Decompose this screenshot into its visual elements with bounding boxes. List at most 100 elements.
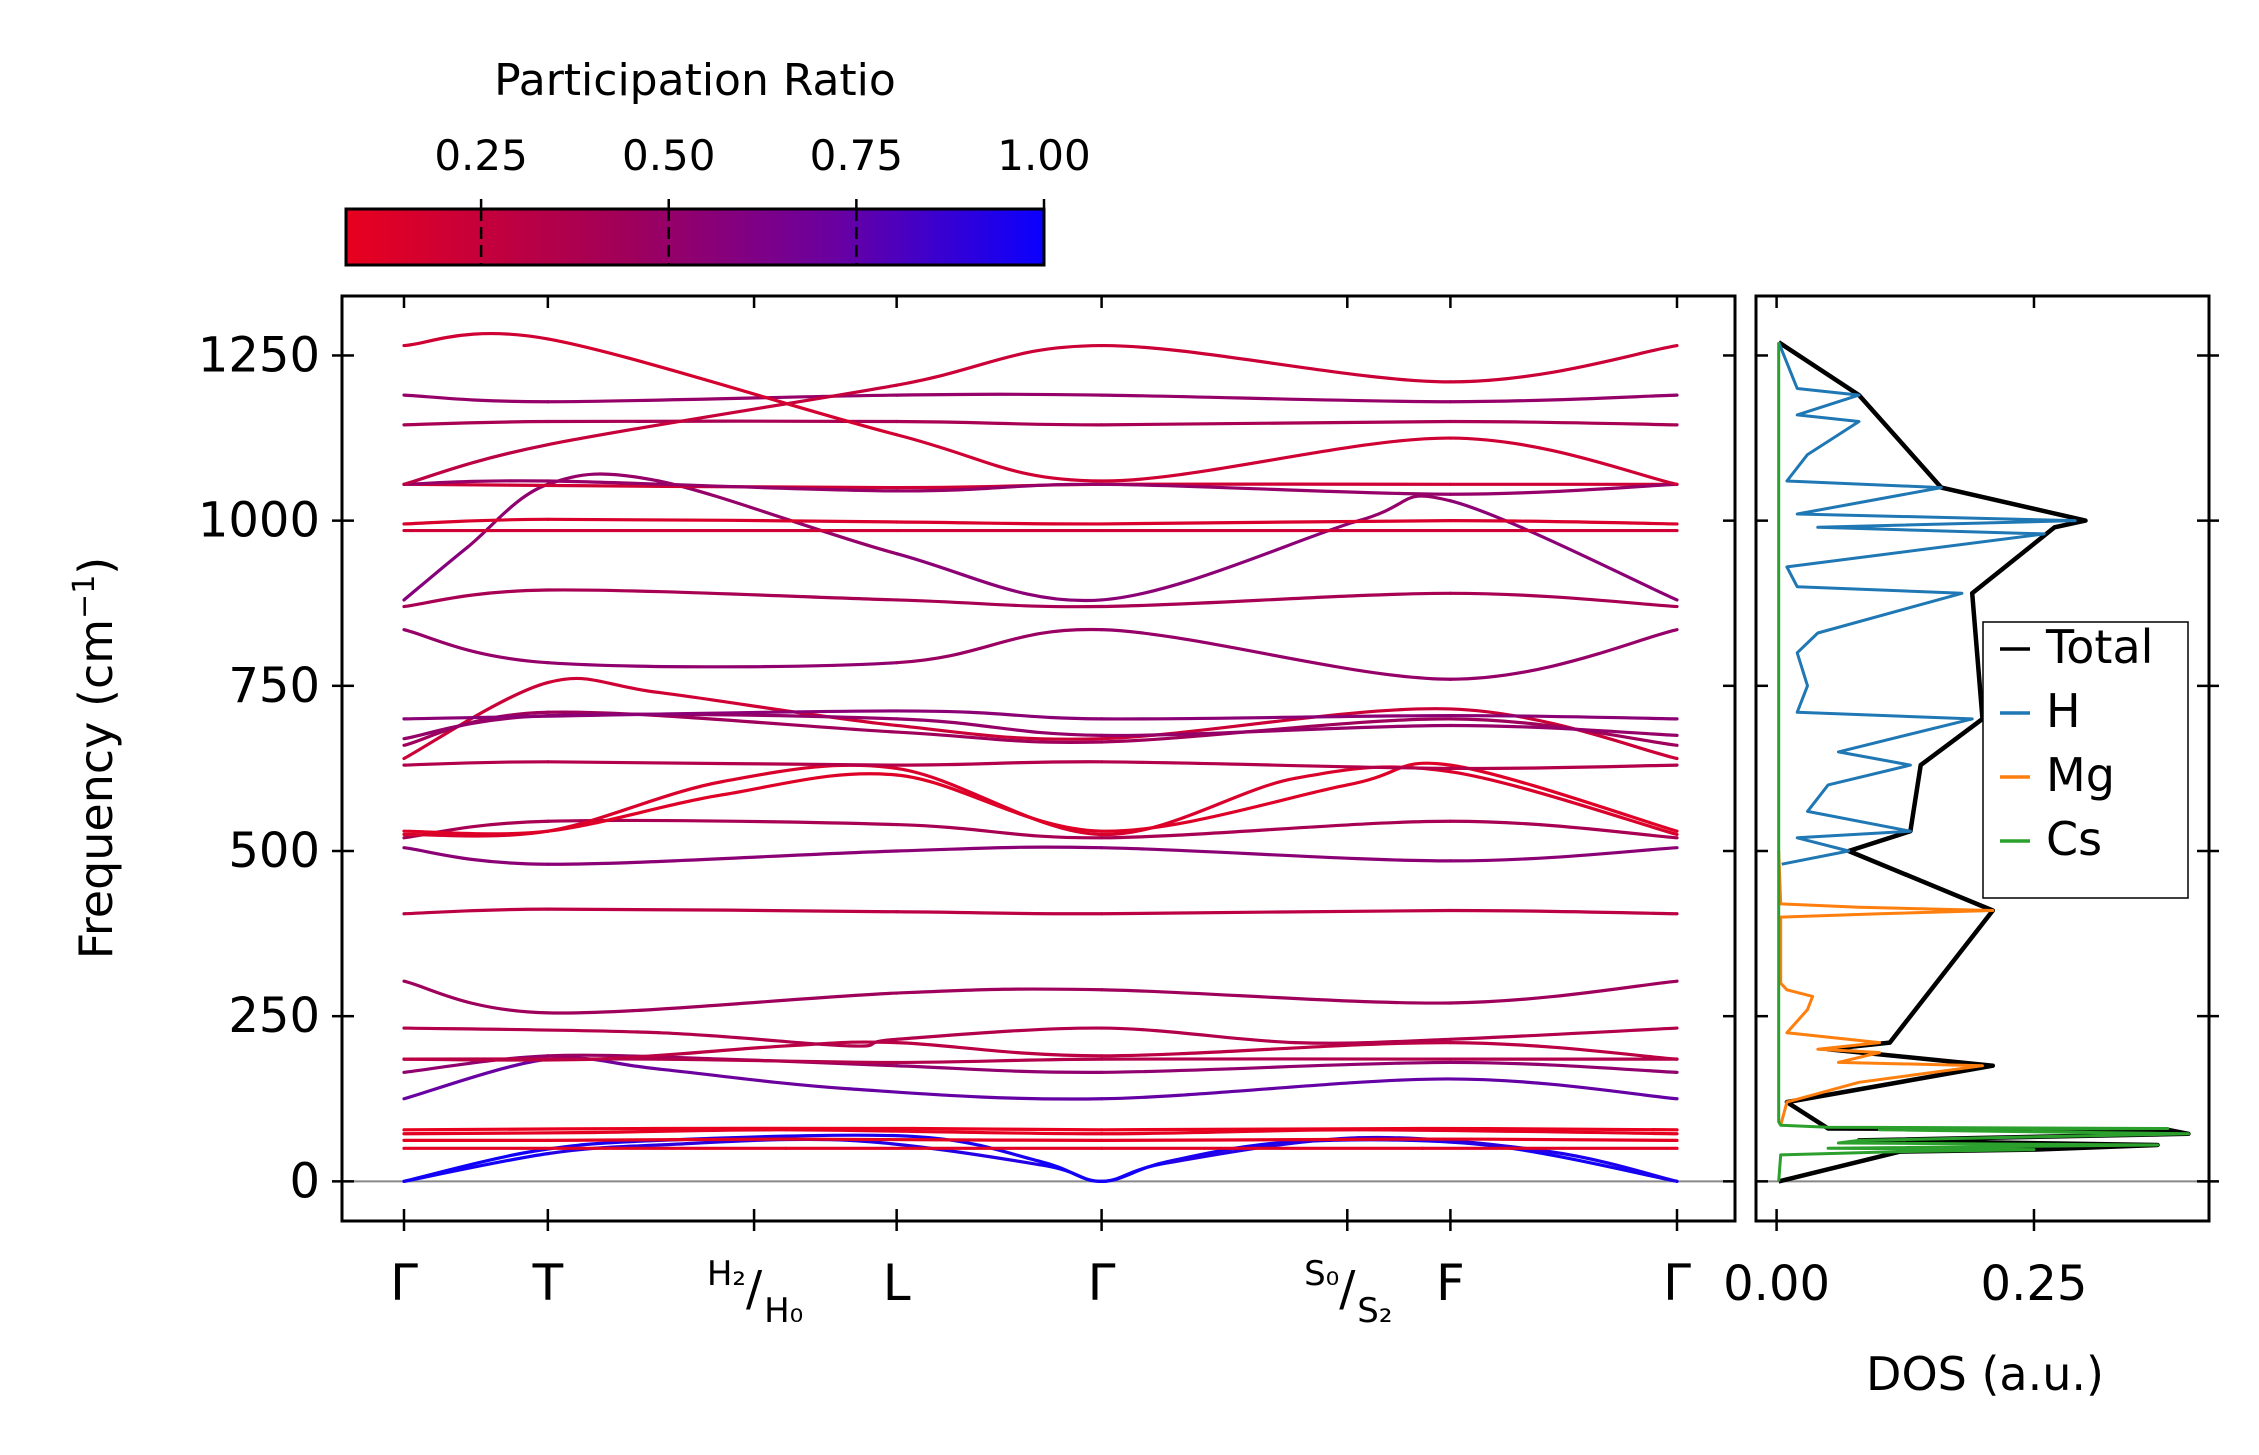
band-line [895, 709, 1104, 721]
band-line [1100, 436, 1453, 483]
kpath-label: F [1436, 1254, 1465, 1312]
band-line [402, 443, 550, 486]
band-line [1100, 1077, 1450, 1101]
band-line [546, 517, 899, 524]
legend-label: H [2046, 684, 2081, 738]
band-line [1420, 1126, 1679, 1132]
dos-line-total [1777, 340, 2191, 1184]
band-line [895, 822, 1104, 840]
band-line [546, 479, 899, 493]
kpath-label: T [532, 1254, 564, 1312]
band-line [1448, 591, 1679, 609]
band-line [895, 598, 1104, 609]
band-line [1448, 819, 1679, 840]
band-line [1448, 343, 1679, 384]
band-line [1100, 1161, 1170, 1183]
band-line [1448, 770, 1679, 837]
y-tick-label: 750 [228, 658, 320, 714]
y-tick-label: 500 [228, 823, 320, 879]
band-line [784, 1137, 1104, 1142]
band-line [402, 760, 550, 767]
dos-line-h [1777, 341, 2077, 866]
band-line [402, 1152, 550, 1183]
band-line [1448, 908, 1679, 916]
band-line [895, 760, 1104, 767]
band-line [1448, 482, 1679, 496]
band-line [1100, 393, 1453, 404]
band-line [911, 1126, 1104, 1132]
kpath-label-sub: S₂ [1357, 1291, 1392, 1331]
band-line [546, 907, 899, 914]
kpath-label-slash: / [1339, 1261, 1356, 1317]
kpath-label-sup: S₀ [1304, 1254, 1339, 1294]
band-line [1100, 988, 1453, 1005]
band-line [895, 723, 1104, 741]
dos-xlabel: DOS (a.u.) [1866, 1347, 2104, 1401]
band-line [895, 730, 1104, 744]
band-line [1446, 1077, 1679, 1101]
band-line [402, 1026, 661, 1035]
band-axes-frame [340, 294, 1737, 1223]
band-line [546, 393, 899, 404]
band-line [402, 482, 899, 490]
band-line [546, 849, 899, 866]
band-line [546, 760, 899, 767]
band-line [546, 793, 724, 833]
band-line [895, 419, 1104, 427]
band-line [1448, 393, 1679, 404]
band-line [1448, 628, 1679, 681]
y-axis-label: Frequency (cm−1) [67, 557, 123, 960]
band-line [402, 680, 550, 761]
dos-plot: 0.00 0.25 DOS (a.u.) Total H Mg Cs [1723, 294, 2219, 1401]
band-line [1448, 723, 1679, 737]
band-line [1100, 819, 1453, 840]
band-line [402, 332, 550, 348]
kpath-label: Γ [1663, 1254, 1691, 1312]
band-line [1100, 591, 1453, 609]
band-line [1448, 1041, 1679, 1061]
band-line [895, 433, 1104, 483]
band-line [402, 628, 550, 665]
dos-legend: Total H Mg Cs [1982, 620, 2189, 899]
band-line [1100, 713, 1453, 721]
band-line [895, 482, 1104, 493]
band-line [1448, 436, 1679, 486]
kpath-label-sup: H₂ [707, 1254, 746, 1294]
band-line [402, 1130, 597, 1136]
band-line [1100, 1126, 1424, 1132]
band-line [546, 676, 661, 695]
band-line [1100, 1041, 1453, 1058]
band-line [1448, 713, 1679, 721]
band-line [895, 627, 1104, 665]
band-line [1100, 628, 1453, 681]
colorbar-ticks: 0.25 0.50 0.75 1.00 [434, 131, 1091, 265]
band-line [402, 419, 550, 427]
band-line [546, 661, 899, 669]
kpath-label-slash: / [746, 1261, 763, 1317]
band-line [546, 710, 899, 734]
colorbar-tick-label: 0.25 [434, 131, 528, 180]
band-line [1100, 760, 1453, 771]
band-line [466, 482, 550, 549]
band-line [1448, 1060, 1679, 1074]
band-line [546, 991, 899, 1015]
band-line [847, 1087, 1104, 1101]
band-line [1100, 783, 1349, 833]
band-line [1100, 1060, 1453, 1074]
band-line [1100, 482, 1453, 496]
band-line [1100, 723, 1453, 738]
kpath-label-sub: H₀ [764, 1291, 803, 1331]
band-line [546, 383, 899, 447]
band-line [402, 709, 899, 721]
band-line [1100, 519, 1361, 602]
band-line [402, 393, 550, 404]
band-line [546, 818, 899, 827]
band-line [895, 392, 1104, 397]
colorbar-tick-label: 1.00 [997, 131, 1091, 180]
band-line [1100, 776, 1297, 837]
band-line [895, 717, 1104, 737]
colorbar-label: Participation Ratio [494, 55, 896, 106]
band-line [402, 1126, 661, 1132]
band-line [1548, 1150, 1679, 1183]
